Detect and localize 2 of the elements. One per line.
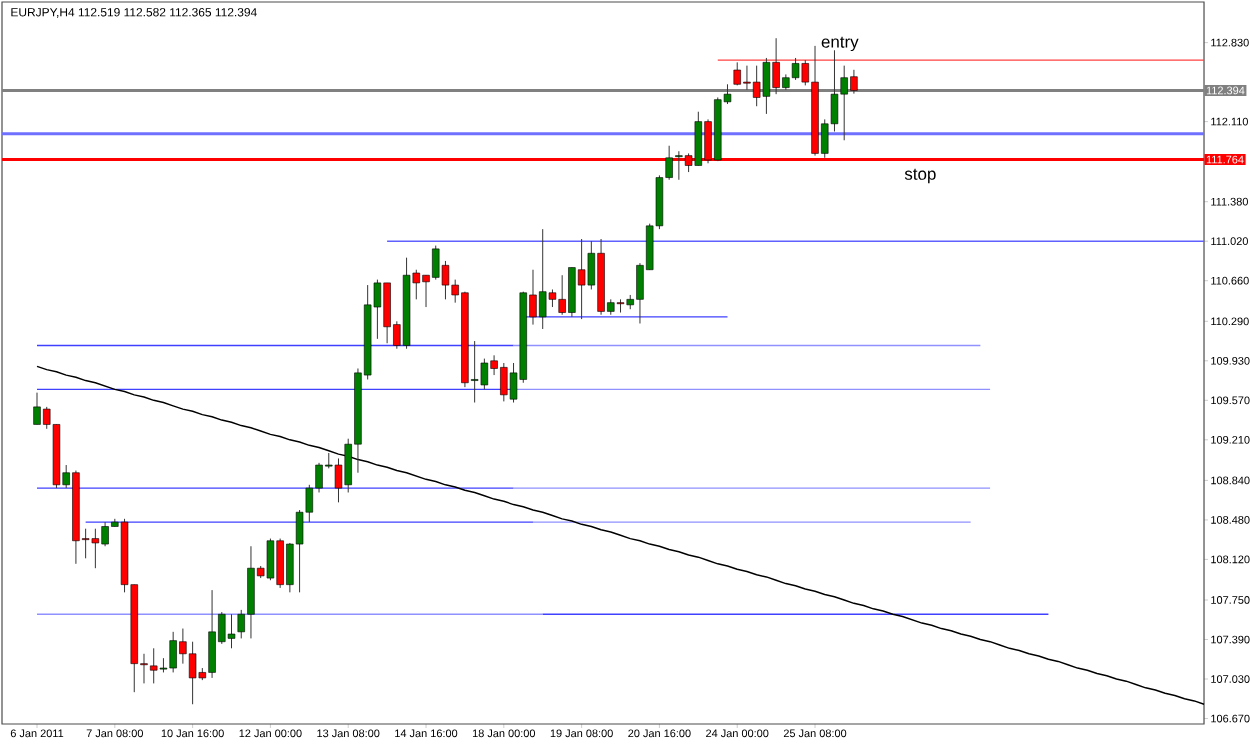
annotation: entry xyxy=(821,36,859,52)
annotation: stop xyxy=(904,168,936,184)
